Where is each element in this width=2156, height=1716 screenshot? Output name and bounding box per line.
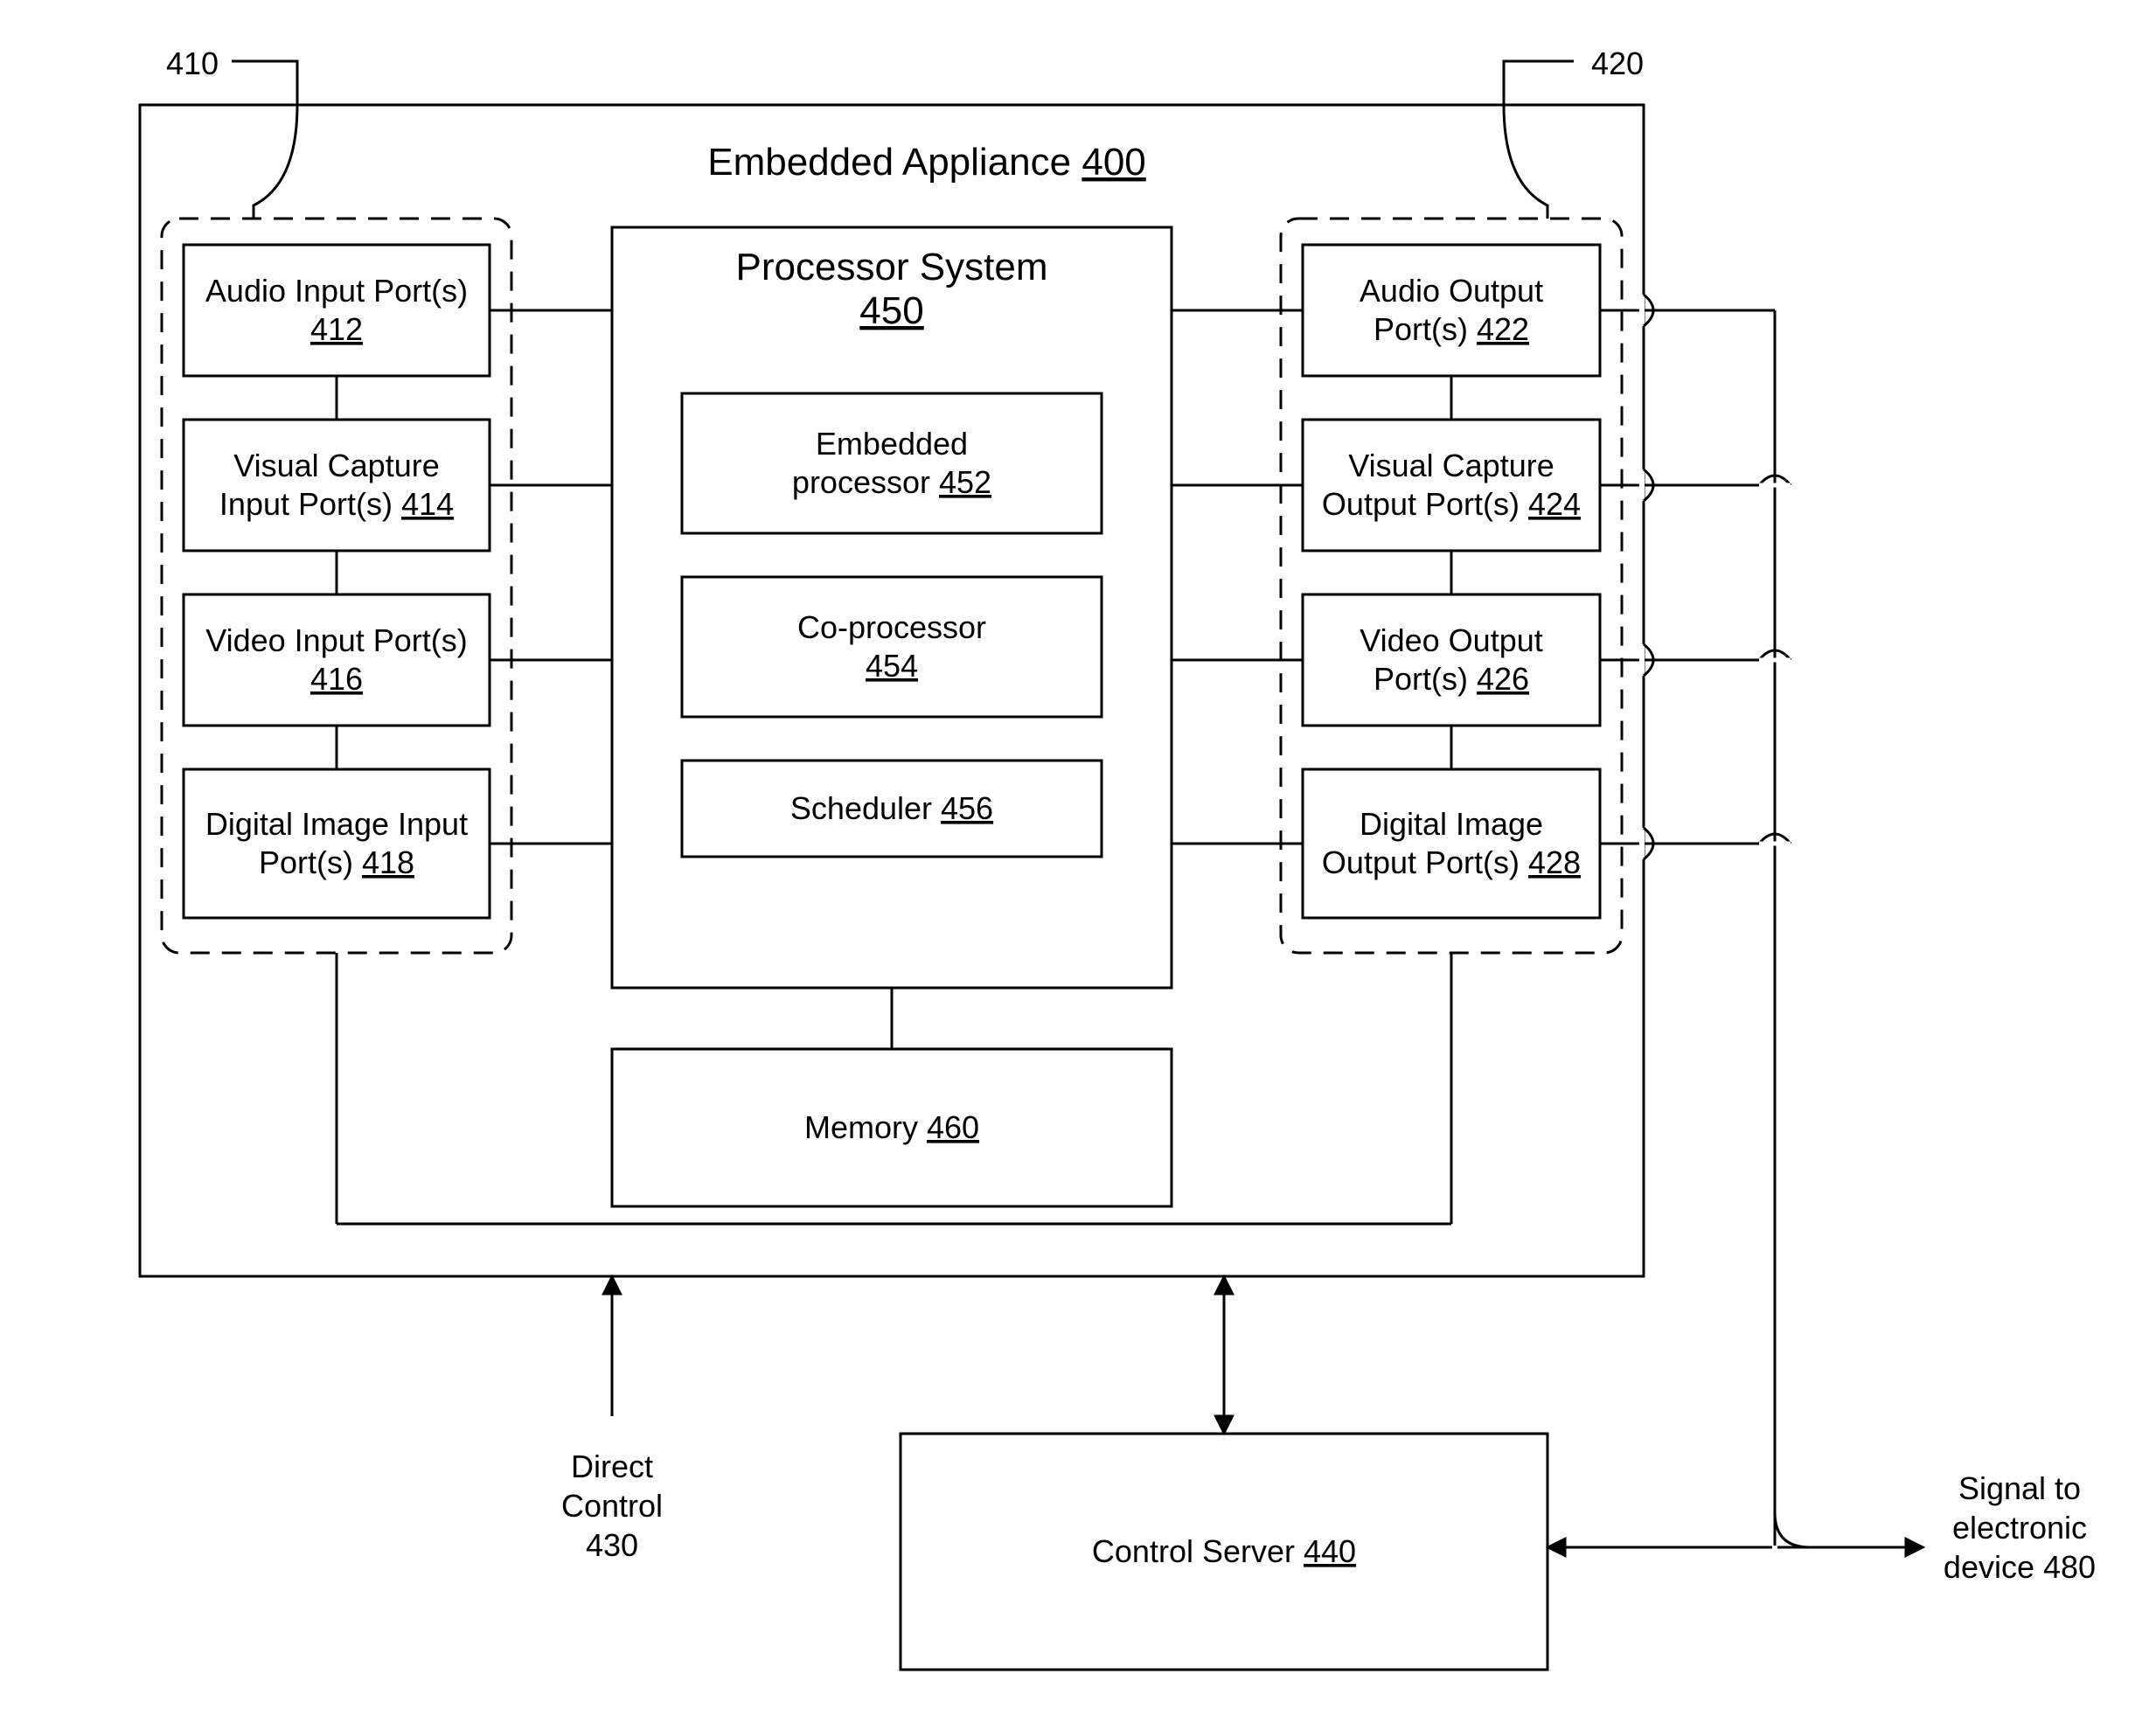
- text: 450: [859, 289, 923, 332]
- text: 454: [866, 648, 918, 684]
- text: device 480: [1944, 1549, 2096, 1585]
- callout-420: [1504, 61, 1574, 219]
- text: Embedded: [816, 426, 968, 462]
- label: processor 452: [792, 464, 991, 500]
- input-visual: [184, 420, 490, 551]
- signal-label: Signal to: [1958, 1470, 2081, 1506]
- co-processor: [682, 577, 1102, 717]
- direct-control-label: Direct: [571, 1449, 653, 1484]
- output-digital: [1303, 769, 1600, 918]
- label: Port(s) 418: [259, 844, 414, 880]
- input-video: [184, 594, 490, 726]
- label: Output Port(s) 428: [1322, 844, 1581, 880]
- label-410: 410: [166, 45, 219, 81]
- text: Control: [561, 1488, 663, 1524]
- input-audio: [184, 245, 490, 376]
- text: Digital Image Input: [205, 806, 468, 842]
- output-visual: [1303, 420, 1600, 551]
- text: Video Output: [1360, 622, 1543, 658]
- text: Visual Capture: [233, 448, 439, 483]
- text: electronic: [1952, 1510, 2087, 1546]
- text: Processor System: [736, 246, 1048, 288]
- text: Digital Image: [1360, 806, 1543, 842]
- label: Port(s) 426: [1374, 661, 1529, 697]
- label: Scheduler 456: [790, 790, 993, 826]
- input-digital: [184, 769, 490, 918]
- text: Visual Capture: [1348, 448, 1554, 483]
- label: Output Port(s) 424: [1322, 486, 1581, 522]
- text: Co-processor: [797, 609, 986, 645]
- label: Memory 460: [804, 1109, 979, 1145]
- label: Control Server 440: [1092, 1533, 1356, 1569]
- text: Audio Output: [1360, 273, 1543, 309]
- output-audio: [1303, 245, 1600, 376]
- text: 430: [586, 1527, 638, 1563]
- output-video: [1303, 594, 1600, 726]
- text: 416: [310, 661, 363, 697]
- appliance-title: Embedded Appliance 400: [707, 141, 1146, 184]
- label: Port(s) 422: [1374, 311, 1529, 347]
- text: Audio Input Port(s): [205, 273, 468, 309]
- text: Video Input Port(s): [205, 622, 468, 658]
- label-420: 420: [1591, 45, 1644, 81]
- label: Input Port(s) 414: [219, 486, 454, 522]
- callout-410: [232, 61, 297, 219]
- embedded-processor: [682, 393, 1102, 533]
- text: 412: [310, 311, 363, 347]
